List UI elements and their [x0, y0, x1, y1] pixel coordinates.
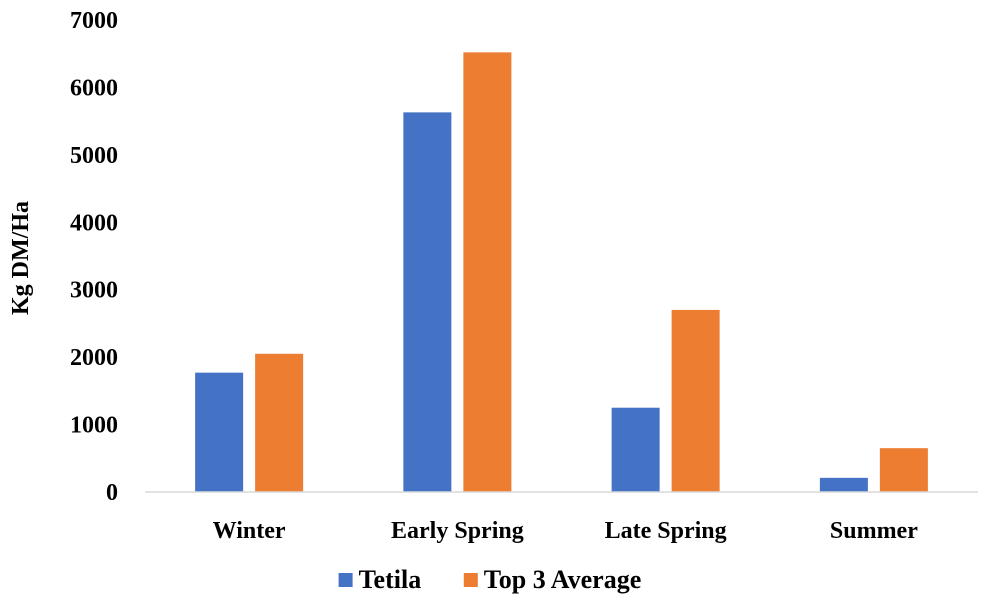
y-tick-label: 7000	[70, 8, 118, 34]
bar-top-3-average-summer	[879, 448, 928, 492]
bar-top-3-average-early-spring	[463, 52, 512, 492]
x-tick-label: Summer	[830, 518, 918, 544]
y-tick-label: 2000	[70, 345, 118, 371]
x-tick-label: Early Spring	[391, 518, 524, 544]
y-tick-label: 5000	[70, 143, 118, 169]
y-axis-ticks: 0 1000 2000 3000 4000 5000 6000 7000	[70, 8, 118, 506]
bars	[195, 52, 928, 493]
bar-tetila-winter	[195, 372, 244, 492]
legend-swatch	[338, 573, 353, 587]
bar-tetila-early-spring	[403, 112, 452, 493]
legend-label: Tetila	[359, 565, 422, 594]
x-tick-label: Late Spring	[605, 518, 727, 544]
bar-top-3-average-late-spring	[671, 309, 720, 492]
y-tick-label: 0	[106, 480, 118, 506]
y-tick-label: 3000	[70, 278, 118, 304]
y-tick-label: 1000	[70, 413, 118, 439]
legend: Tetila Top 3 Average	[338, 565, 641, 594]
y-tick-label: 4000	[70, 210, 118, 236]
legend-swatch	[463, 573, 478, 587]
bar-top-3-average-winter	[255, 353, 304, 492]
x-axis-ticks: Winter Early Spring Late Spring Summer	[213, 518, 919, 544]
y-tick-label: 6000	[70, 75, 118, 101]
legend-label: Top 3 Average	[484, 565, 641, 594]
x-tick-label: Winter	[213, 518, 286, 544]
y-axis-label: Kg DM/Ha	[8, 201, 34, 315]
bar-tetila-late-spring	[611, 407, 660, 492]
bar-tetila-summer	[819, 477, 868, 492]
